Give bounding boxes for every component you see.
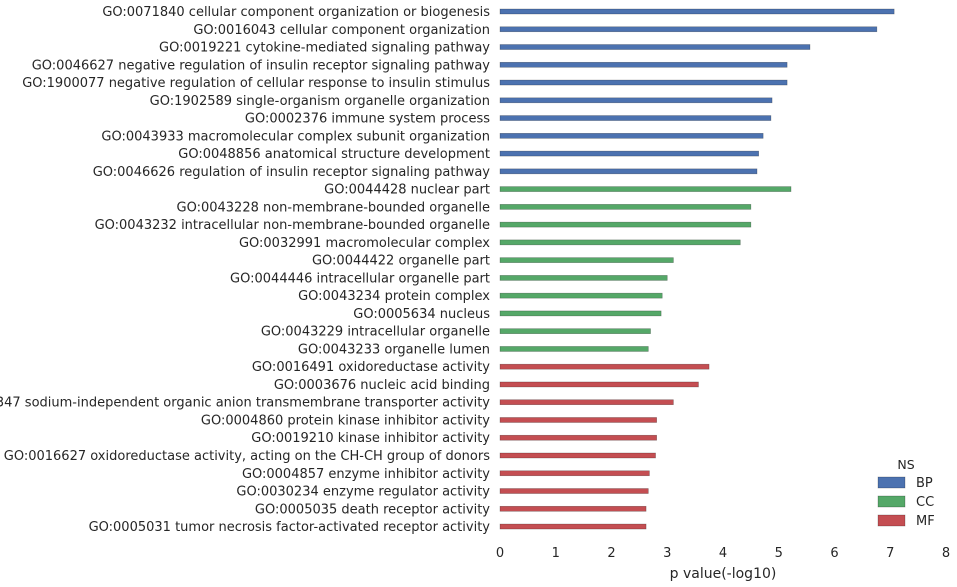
bar-go-0016043 [499, 26, 878, 33]
bar-go-0048856 [499, 150, 759, 157]
bar-go-0043234 [499, 292, 663, 299]
x-tick-label-7: 7 [886, 546, 894, 561]
category-label-go-0044428: GO:0044428 nuclear part [324, 183, 490, 198]
category-label-go-0043933: GO:0043933 macromolecular complex subuni… [101, 129, 490, 144]
category-label-go-0032991: GO:0032991 macromolecular complex [239, 236, 490, 251]
x-tick-label-8: 8 [942, 546, 950, 561]
category-label-go-0043233: GO:0043233 organelle lumen [298, 342, 490, 357]
bars-layer [499, 8, 895, 530]
category-label-go-0048856: GO:0048856 anatomical structure developm… [178, 147, 490, 162]
legend-label-bp: BP [916, 476, 933, 491]
x-axis: 0 1 2 3 4 5 6 7 8 [496, 546, 950, 561]
bar-go-0044428 [499, 186, 792, 192]
bar-go-0032991 [499, 239, 741, 246]
category-label-go-0046626: GO:0046626 regulation of insulin recepto… [93, 165, 491, 180]
legend-swatch-bp [877, 476, 906, 489]
bar-go-0046627 [499, 61, 788, 68]
category-label-go-0005634: GO:0005634 nucleus [353, 307, 490, 322]
bar-go-0002376 [499, 115, 772, 121]
category-label-go-0005031: GO:0005031 tumor necrosis factor-activat… [89, 520, 491, 535]
legend-entries: BP CC MF [877, 476, 935, 529]
category-label-go-0019221: GO:0019221 cytokine-mediated signaling p… [159, 41, 490, 56]
bar-go-0015347 [499, 399, 674, 406]
x-tick-label-6: 6 [830, 546, 838, 561]
bar-go-0071840 [499, 8, 895, 15]
bar-go-0046626 [499, 168, 758, 175]
legend-title: NS [897, 457, 914, 472]
x-tick-label-0: 0 [496, 546, 504, 561]
bar-go-0043229 [499, 328, 651, 334]
bar-go-0004860 [499, 417, 657, 423]
x-tick-label-1: 1 [552, 546, 560, 561]
category-label-go-0004860: GO:0004860 protein kinase inhibitor acti… [201, 413, 490, 428]
category-label-go-0043234: GO:0043234 protein complex [298, 289, 490, 304]
category-label-go-0016627: GO:0016627 oxidoreductase activity, acti… [4, 449, 490, 464]
bar-go-0043228 [499, 204, 752, 210]
category-label-go-0015347: GO:0015347 sodium-independent organic an… [0, 396, 490, 411]
bar-go-0005035 [499, 505, 647, 512]
bar-go-0004857 [499, 470, 650, 477]
legend-swatch-cc [877, 495, 906, 508]
category-labels: GO:0071840 cellular component organizati… [0, 5, 490, 535]
x-axis-title: p value(-log10) [670, 566, 777, 582]
category-label-go-1900077: GO:1900077 negative regulation of cellul… [22, 76, 490, 91]
x-tick-label-2: 2 [607, 546, 615, 561]
bar-go-0044422 [499, 257, 674, 263]
bar-go-0005634 [499, 310, 662, 317]
x-tick-label-4: 4 [719, 546, 727, 561]
category-label-go-0043228: GO:0043228 non-membrane-bounded organell… [177, 200, 491, 215]
bar-go-0030234 [499, 488, 649, 494]
category-label-go-0046627: GO:0046627 negative regulation of insuli… [32, 58, 491, 73]
bar-go-0016491 [499, 363, 710, 370]
bar-go-0019221 [499, 44, 811, 50]
bar-go-0043232 [499, 221, 752, 228]
category-label-go-0030234: GO:0030234 enzyme regulator activity [236, 485, 490, 500]
legend-swatch-mf [877, 514, 906, 527]
category-label-go-0003676: GO:0003676 nucleic acid binding [274, 378, 490, 393]
bar-go-0003676 [499, 381, 699, 388]
category-label-go-0071840: GO:0071840 cellular component organizati… [102, 5, 490, 20]
category-label-go-0005035: GO:0005035 death receptor activity [255, 502, 490, 517]
category-label-go-1902589: GO:1902589 single-organism organelle org… [150, 94, 490, 109]
x-tick-label-5: 5 [775, 546, 783, 561]
category-label-go-0016043: GO:0016043 cellular component organizati… [193, 23, 490, 38]
x-tick-label-3: 3 [663, 546, 671, 561]
category-label-go-0019210: GO:0019210 kinase inhibitor activity [251, 431, 490, 446]
bar-go-0043233 [499, 346, 649, 352]
category-label-go-0004857: GO:0004857 enzyme inhibitor activity [242, 467, 490, 482]
bar-go-0019210 [499, 434, 657, 441]
legend-label-cc: CC [916, 495, 934, 510]
bar-go-0044446 [499, 275, 668, 281]
legend: NS BP CC MF [877, 457, 935, 529]
bar-go-0005031 [499, 523, 647, 530]
bar-go-1902589 [499, 97, 773, 104]
category-label-go-0002376: GO:0002376 immune system process [245, 112, 490, 127]
category-label-go-0043229: GO:0043229 intracellular organelle [261, 325, 490, 340]
bar-go-1900077 [499, 79, 788, 86]
category-label-go-0016491: GO:0016491 oxidoreductase activity [252, 360, 490, 375]
bar-go-0016627 [499, 452, 656, 459]
category-label-go-0044422: GO:0044422 organelle part [312, 254, 490, 269]
category-label-go-0043232: GO:0043232 intracellular non-membrane-bo… [95, 218, 490, 233]
bar-go-0043933 [499, 133, 764, 139]
category-label-go-0044446: GO:0044446 intracellular organelle part [230, 271, 490, 286]
legend-label-mf: MF [916, 514, 935, 529]
